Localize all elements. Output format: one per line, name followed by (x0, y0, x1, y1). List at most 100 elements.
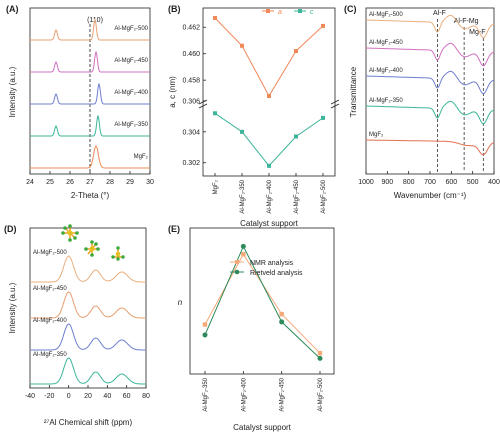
panel-b-point-c-4 (321, 115, 325, 120)
panel-a-series-label-2: Al-MgF₂-400 (114, 90, 148, 96)
panel-c-annotation-1: Al-F-Mg (454, 18, 479, 25)
panel-b-xlabel: Catalyst support (240, 219, 299, 228)
panel-b-letter: (B) (168, 4, 181, 14)
panel-a-x-tick-label-0: 24 (26, 179, 34, 186)
panel-a-series-label-4: MgF₂ (134, 154, 149, 160)
legend-c-marker (298, 9, 302, 13)
panel-e-point-nmr-0 (202, 322, 208, 327)
panel-e-xtick-label-1: Al-MgF₂-400 (241, 377, 247, 411)
panel-e-line-1 (204, 245, 321, 359)
panel-c-ylabel: Transmittance (349, 66, 358, 117)
panel-a-ylabel: Intensity (a.u.) (8, 66, 17, 117)
panel-b-xtick-label-2: Al-MgF₂-400 (267, 179, 273, 213)
panel-d-curve-2 (30, 323, 146, 351)
panel-a-xlabel: 2-Theta (°) (71, 191, 110, 200)
panel-b-point-a-1 (240, 43, 244, 48)
panel-b-break-right-1 (330, 99, 340, 105)
panel-e: (E) Al-MgF₂-350 Al-MgF₂-400 Al-MgF₂-450 Al-… (168, 224, 335, 432)
legend-rietveld-marker (234, 269, 240, 275)
legend-nmr-label: NMR analysis (250, 260, 294, 267)
legend-a-marker (266, 9, 270, 13)
panel-d-ylabel: Intensity (a.u.) (8, 282, 17, 333)
panel-c-curve-2 (366, 70, 495, 95)
panel-e-frame (189, 227, 335, 375)
panel-a-curve-3 (30, 114, 150, 137)
panel-a-curve-1 (30, 50, 150, 73)
panel-c-annotation-2: Mg-F (469, 29, 485, 36)
panel-d-curve-0 (30, 255, 146, 283)
panel-b-point-c-3 (294, 134, 298, 139)
panel-e-marks: Al-MgF₂-350 Al-MgF₂-400 Al-MgF₂-450 Al-MgF₂… (202, 243, 324, 412)
panel-b-ylabel: a, c (nm) (168, 76, 177, 108)
panel-b-xtick-label-0: MgF₂ (213, 179, 219, 194)
panel-b-line-a (214, 17, 324, 98)
panel-c-series-label-1: Al-MgF₂-450 (369, 40, 403, 46)
panel-a-curves: Al-MgF₂-500 Al-MgF₂-450 Al-MgF₂-400 Al-MgF₂… (30, 18, 150, 169)
panel-c-series-label-3: Al-MgF₂-350 (369, 98, 403, 104)
panel-a-x-tick-label-1: 25 (46, 179, 54, 186)
panel-a: (A) 24 25 26 27 28 29 30 2-Theta (°) Intensity… (6, 4, 154, 200)
panel-b-axes: 0.458 0.460 0.462 0.302 0.304 0.306 MgF₂ Al-MgF… (182, 25, 340, 214)
panel-c-series-label-4: MgF₂ (369, 132, 384, 138)
panel-c-x-tick-label-1: 900 (381, 179, 393, 186)
panel-e-point-nmr-2 (279, 311, 284, 317)
panel-c-x-tick-label-6: 400 (488, 179, 500, 186)
panel-b-ytick-label-up-0: 0.458 (182, 78, 200, 85)
panel-a-series-label-0: Al-MgF₂-500 (114, 26, 148, 32)
octahedral-al-icon (61, 224, 79, 242)
panel-e-point-rietveld-2 (279, 319, 285, 325)
panel-b-ytick-label-lo-1: 0.304 (182, 129, 200, 136)
panel-c-xlabel: Wavenumber (cm⁻¹) (394, 191, 467, 200)
panel-c-letter: (C) (344, 4, 357, 14)
panel-d-x-tick-label-3: 20 (84, 393, 92, 400)
panel-b-line-c (214, 112, 324, 167)
panel-c-x-tick-label-0: 1000 (358, 179, 374, 186)
panel-a-x-tick-label-6: 30 (146, 179, 154, 186)
panel-d-curve-3 (30, 357, 146, 385)
panel-c-curve-0 (366, 14, 495, 39)
panel-a-curve-0 (30, 18, 150, 41)
panel-e-xtick-label-3: Al-MgF₂-500 (318, 377, 324, 411)
panel-b-point-a-3 (294, 49, 298, 54)
panel-d-x-tick-label-2: 0 (67, 393, 71, 400)
panel-d-letter: (D) (4, 224, 17, 234)
panel-b-ytick-label-lo-0: 0.302 (182, 160, 200, 167)
panel-a-x-tick-label-5: 29 (126, 179, 134, 186)
panel-d-curve-1 (30, 291, 146, 319)
panel-d-x-tick-label-4: 40 (103, 393, 111, 400)
panel-b-point-a-0 (213, 15, 217, 20)
tetrahedral-al-icon (111, 246, 125, 261)
panel-d-xlabel: ²⁷Al Chemical shift (ppm) (44, 418, 133, 427)
panel-a-series-label-3: Al-MgF₂-350 (114, 122, 148, 128)
panel-a-letter: (A) (6, 4, 19, 14)
panel-e-point-nmr-1 (241, 252, 246, 257)
panel-b: (B) 0.458 0.460 0.462 0.302 0.304 0.306 MgF₂ Al… (168, 4, 340, 228)
panel-d-series-label-0: Al-MgF₂-500 (33, 250, 67, 256)
panel-b-ytick-label-up-2: 0.462 (182, 25, 200, 32)
panel-e-point-rietveld-3 (317, 355, 323, 361)
panel-b-break-right-2 (330, 103, 340, 109)
panel-e-point-rietveld-1 (240, 243, 246, 249)
panel-a-x-tick-label-4: 28 (106, 179, 114, 186)
panel-d: (D) -40 -20 0 20 40 60 80 ²⁷Al Chemical shift … (4, 224, 150, 427)
panel-d-x-tick-label-1: -20 (44, 393, 54, 400)
panel-d-curves: Al-MgF₂-500 Al-MgF₂-450 Al-MgF₂-400 Al-MgF₂… (30, 250, 146, 385)
panel-e-xtick-label-2: Al-MgF₂-450 (280, 377, 286, 411)
panel-c-x-tick-label-4: 600 (445, 179, 457, 186)
legend-rietveld-label: Rietveld analysis (250, 270, 303, 277)
panel-a-x-tick-label-3: 27 (86, 179, 94, 186)
panel-b-point-c-0 (213, 111, 217, 116)
panel-b-point-a-2 (267, 94, 271, 99)
panel-c-curve-3 (366, 100, 495, 125)
panel-c-annotation-0: Al-F (433, 10, 446, 17)
panel-e-xlabel: Catalyst support (233, 423, 292, 432)
panel-d-x-tick-label-0: -40 (25, 393, 35, 400)
panel-e-xtick-label-0: Al-MgF₂-350 (203, 377, 209, 411)
panel-d-x-tick-label-6: 80 (142, 393, 150, 400)
panel-a-series-label-1: Al-MgF₂-450 (114, 58, 148, 64)
panel-c-series-label-2: Al-MgF₂-400 (369, 68, 403, 74)
legend-nmr-marker (235, 260, 239, 264)
panel-a-curve-2 (30, 82, 150, 105)
pentacoordinate-al-icon (84, 240, 100, 257)
